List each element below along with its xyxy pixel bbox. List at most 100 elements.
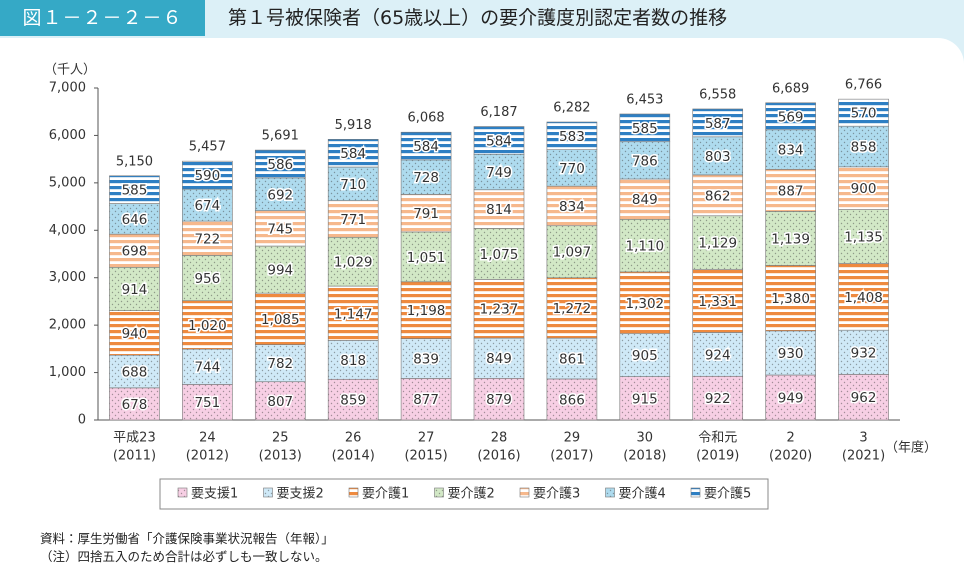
- y-tick-label: 5,000: [49, 175, 86, 190]
- x-tick-label: 30: [637, 431, 654, 446]
- bar-segment: [254, 210, 306, 247]
- total-label: 6,558: [699, 87, 736, 102]
- bar-segment: [473, 337, 525, 379]
- value-label: 1,110: [625, 239, 664, 255]
- bar-segment: [327, 139, 379, 168]
- bar-segment: [546, 121, 598, 150]
- x-tick-label: (2018): [623, 449, 666, 464]
- bar-segment: [765, 211, 816, 266]
- value-label: 570: [851, 106, 877, 122]
- bar-segment: [838, 374, 889, 421]
- legend-swatch: [519, 487, 530, 498]
- bar-segment: [619, 113, 671, 143]
- value-label: 887: [778, 183, 804, 199]
- bar-segment: [109, 310, 160, 356]
- bar-segment: [838, 329, 889, 375]
- legend-swatch: [605, 487, 615, 498]
- value-label: 692: [267, 187, 293, 203]
- bar-segment: [619, 178, 671, 220]
- legend-swatch: [263, 487, 273, 498]
- bar-segment: [473, 126, 525, 155]
- bar-segment: [182, 188, 233, 222]
- bar-segment: [619, 271, 671, 334]
- value-label: 1,085: [261, 312, 300, 328]
- bar-segment: [619, 333, 671, 377]
- value-label: 744: [194, 360, 220, 376]
- bar-segment: [109, 266, 160, 311]
- bar-segment: [838, 209, 889, 264]
- bar-segment: [109, 354, 160, 389]
- value-label: 1,139: [771, 231, 810, 247]
- value-label: 674: [194, 198, 220, 214]
- bar-segment: [327, 285, 379, 341]
- legend-swatch: [434, 487, 444, 498]
- bar-segment: [327, 378, 379, 421]
- bar-segment: [254, 344, 306, 383]
- y-tick-label: 2,000: [49, 318, 86, 333]
- total-label: 5,918: [335, 118, 372, 133]
- bar-segment: [473, 279, 525, 339]
- value-label: 839: [413, 352, 439, 368]
- bar-segment: [182, 255, 233, 302]
- total-label: 6,766: [845, 78, 882, 93]
- bar-segment: [182, 348, 233, 385]
- value-label: 791: [413, 206, 439, 222]
- value-label: 858: [851, 140, 877, 156]
- value-label: 1,237: [480, 302, 519, 318]
- bar-segment: [692, 332, 744, 377]
- value-label: 698: [122, 244, 148, 260]
- value-label: 584: [486, 133, 512, 149]
- bar-segment: [546, 378, 598, 421]
- source-note: 資料：厚生労働省「介護保険事業状況報告（年報）」: [40, 531, 334, 546]
- value-label: 782: [267, 356, 293, 372]
- notes: 資料：厚生労働省「介護保険事業状況報告（年報）」 （注）四捨五入のため合計は必ず…: [40, 530, 334, 566]
- bar-segment: [254, 292, 306, 345]
- value-label: 834: [778, 143, 804, 159]
- value-label: 587: [705, 116, 731, 132]
- value-label: 849: [486, 351, 512, 367]
- value-label: 807: [267, 394, 293, 410]
- value-label: 586: [267, 157, 293, 173]
- legend-label: 要支援2: [277, 487, 324, 502]
- total-label: 6,282: [553, 101, 590, 116]
- x-tick-label: 25: [272, 431, 289, 446]
- legend-label: 要介護3: [533, 487, 580, 502]
- value-label: 1,051: [407, 250, 446, 266]
- value-label: 803: [705, 149, 731, 165]
- value-label: 1,408: [844, 290, 883, 306]
- y-tick-label: 7,000: [49, 81, 86, 96]
- bar-segment: [109, 387, 160, 421]
- bar-segment: [473, 189, 525, 229]
- bar-segment: [692, 136, 744, 176]
- bar-segment: [400, 159, 452, 195]
- value-label: 584: [413, 139, 439, 155]
- value-label: 849: [632, 192, 658, 208]
- value-label: 1,029: [334, 255, 373, 271]
- bar-segment: [765, 169, 816, 212]
- value-label: 818: [340, 353, 366, 369]
- value-label: 1,331: [698, 294, 737, 310]
- value-label: 924: [705, 347, 731, 363]
- legend-label: 要介護1: [362, 487, 409, 502]
- total-label: 6,068: [407, 111, 444, 126]
- value-label: 922: [705, 391, 731, 407]
- value-label: 932: [851, 345, 877, 361]
- bar-segment: [400, 378, 452, 421]
- value-label: 930: [778, 346, 804, 362]
- total-label: 6,689: [772, 81, 809, 96]
- x-tick-label: (2014): [332, 449, 375, 464]
- value-label: 956: [194, 271, 220, 287]
- value-label: 728: [413, 170, 439, 186]
- rounding-note: （注）四捨五入のため合計は必ずしも一致しない。: [40, 549, 328, 564]
- value-label: 722: [194, 231, 220, 247]
- legend-swatch: [690, 487, 701, 498]
- total-label: 6,453: [626, 92, 663, 107]
- value-label: 590: [194, 168, 220, 184]
- value-label: 678: [122, 397, 148, 413]
- bar-segment: [765, 374, 816, 421]
- bar-segment: [473, 228, 525, 280]
- y-unit: （千人）: [44, 63, 96, 78]
- figure-number: 図１－２－２－６: [0, 0, 205, 36]
- total-label: 5,691: [262, 129, 299, 144]
- x-tick-label: 26: [345, 431, 362, 446]
